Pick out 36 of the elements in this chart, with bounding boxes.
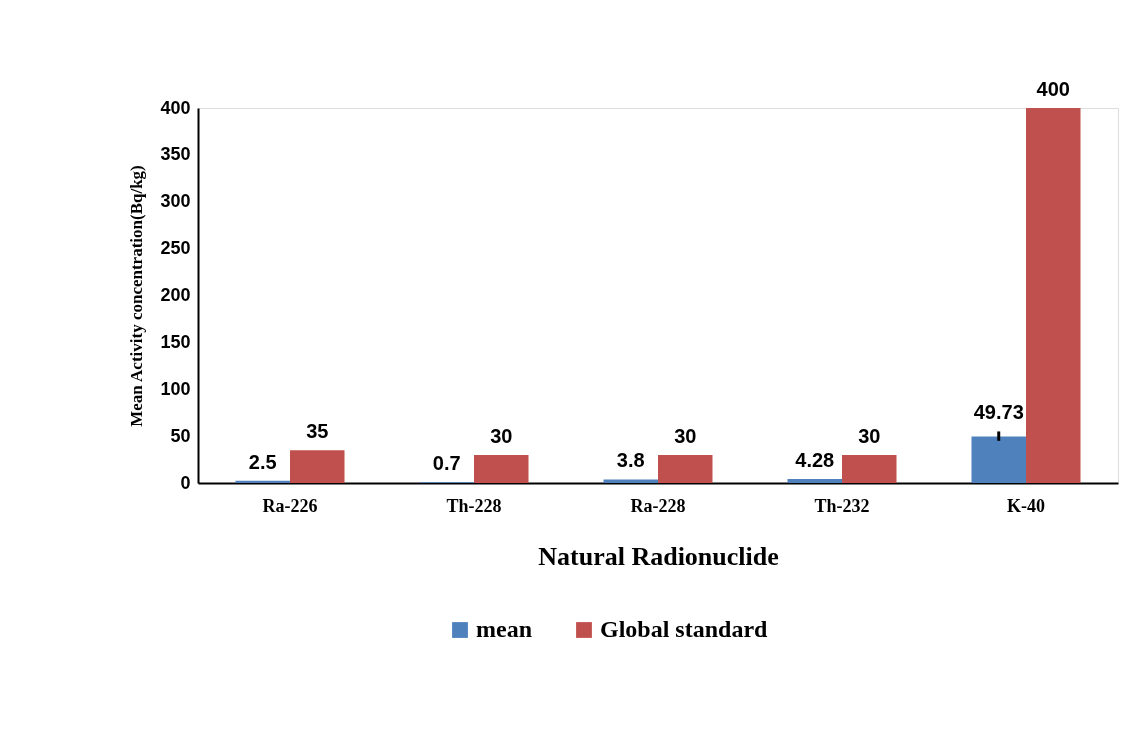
- data-label: 4.28: [795, 448, 835, 471]
- x-tick-label: Th-232: [814, 495, 870, 516]
- bar: [603, 479, 658, 483]
- data-label: 2.5: [248, 450, 277, 473]
- x-tick-label: Ra-226: [262, 495, 318, 516]
- legend-label: mean: [476, 616, 532, 642]
- y-tick-label: 100: [160, 378, 191, 399]
- x-axis-title: Natural Radionuclide: [538, 541, 779, 571]
- y-tick-label: 300: [160, 191, 191, 212]
- data-label: 0.7: [432, 452, 461, 475]
- x-tick-label: Ra-228: [630, 495, 686, 516]
- bar: [842, 454, 897, 483]
- y-tick-label: 350: [160, 144, 191, 165]
- bar: [474, 454, 529, 483]
- y-axis-title: Mean Activity concentration(Bq/kg): [127, 165, 147, 427]
- bar: [658, 454, 713, 483]
- data-label: 30: [674, 424, 697, 447]
- x-tick-label: Th-228: [446, 495, 502, 516]
- data-label: 30: [490, 424, 513, 447]
- y-tick-label: 200: [160, 285, 191, 305]
- x-tick-label: K-40: [1007, 495, 1045, 516]
- data-label: 400: [1036, 78, 1070, 100]
- y-tick-label: 50: [170, 425, 191, 446]
- y-tick-label: 0: [180, 472, 191, 493]
- data-label: 30: [858, 424, 881, 447]
- data-label: 49.73: [973, 401, 1024, 424]
- bar: [971, 436, 1026, 483]
- bar: [787, 478, 842, 483]
- bar: [290, 450, 345, 483]
- bar: [1026, 108, 1081, 483]
- y-tick-label: 400: [160, 97, 191, 118]
- y-tick-label: 250: [160, 238, 191, 259]
- data-label: 3.8: [616, 449, 645, 472]
- data-label: 35: [306, 420, 329, 443]
- legend-label: Global standard: [600, 616, 769, 642]
- y-tick-label: 150: [160, 331, 191, 352]
